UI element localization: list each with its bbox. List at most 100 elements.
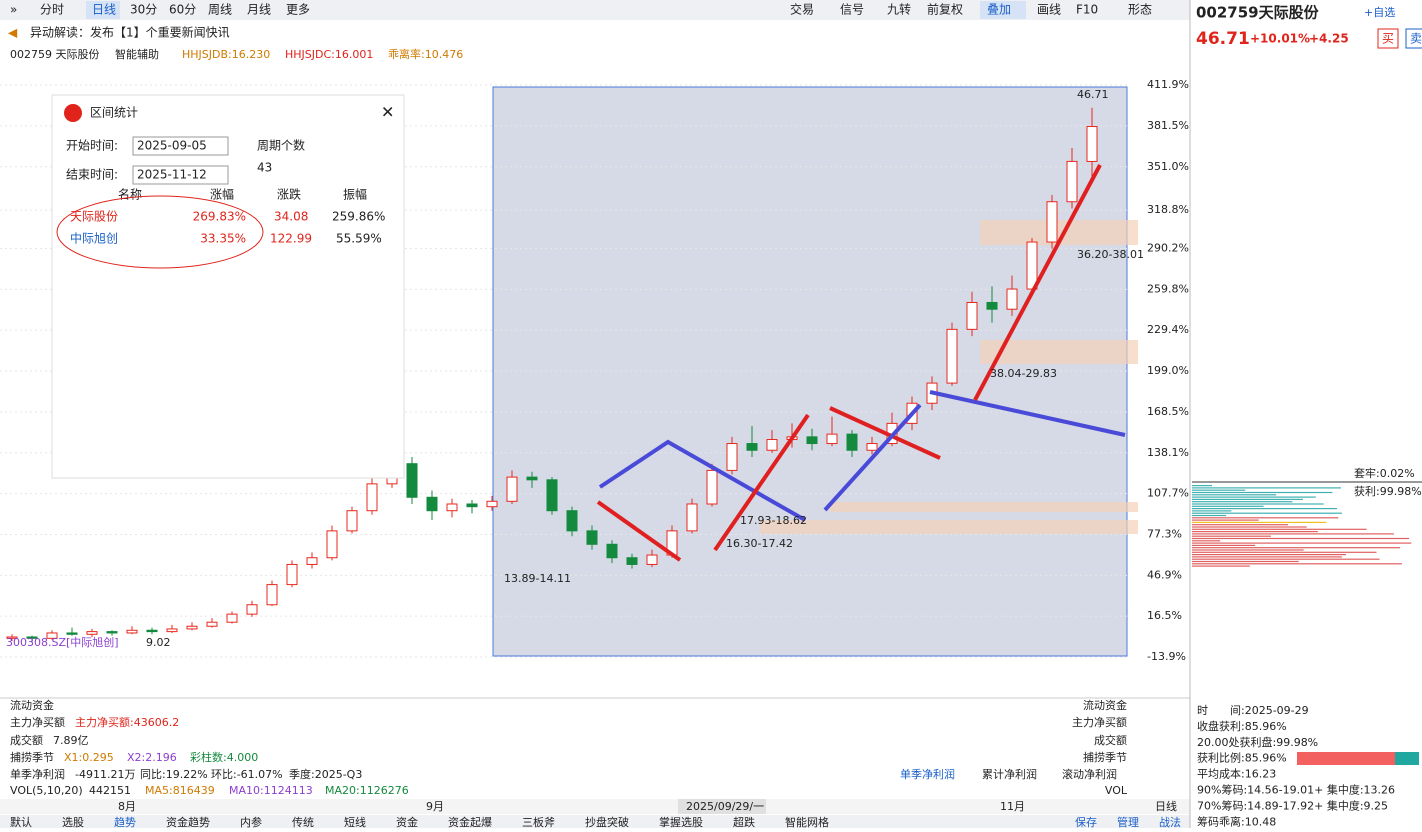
panel-value: MA10:1124113	[229, 784, 313, 797]
profit: 获利:99.98%	[1354, 485, 1422, 498]
sell[interactable]: 卖	[1410, 32, 1422, 46]
assist[interactable]: 智能辅助	[115, 47, 159, 61]
y-tick-label: 199.0%	[1147, 364, 1189, 377]
tool-btn[interactable]: 周线	[208, 3, 232, 17]
bottom-tab[interactable]: 三板斧	[522, 815, 555, 829]
pct: +10.01%	[1250, 32, 1310, 46]
ratio-bar	[1395, 752, 1419, 765]
bottom-tab[interactable]: 选股	[62, 816, 84, 829]
bottom-tab[interactable]: 趋势	[114, 816, 136, 829]
bottom-tab[interactable]: 抄盘突破	[585, 815, 629, 829]
tool-btn[interactable]: 交易	[790, 2, 814, 17]
bottom-tab[interactable]: 默认	[10, 816, 32, 829]
bottom-tab[interactable]: 战法	[1159, 815, 1181, 829]
chip-bar	[1192, 514, 1227, 517]
tool-btn[interactable]: 画线	[1037, 3, 1061, 17]
bottom-tab[interactable]: 管理	[1117, 815, 1139, 829]
candle-body	[226, 613, 238, 623]
tab-active	[980, 1, 1026, 19]
tool-btn[interactable]: 信号	[840, 3, 864, 17]
candle-body	[286, 563, 298, 586]
tool-btn[interactable]: 前复权	[927, 2, 963, 17]
bottom-tab[interactable]: 资金趋势	[166, 815, 210, 829]
bottom-tab[interactable]: 超跌	[733, 815, 755, 829]
tool-btn[interactable]: 月线	[247, 3, 271, 17]
buy-btn[interactable]	[1377, 28, 1399, 49]
tool-btn[interactable]: 九转	[887, 2, 911, 17]
bottom-tab[interactable]: 短线	[344, 815, 366, 829]
close[interactable]: ✕	[381, 103, 394, 122]
y-tick-label: -13.9%	[1147, 650, 1186, 663]
arrow	[713, 413, 810, 552]
arrow	[823, 403, 922, 512]
chip-bar	[1192, 485, 1212, 487]
label: 开始时间:	[66, 139, 118, 153]
candle-body	[46, 632, 58, 639]
candle-body	[486, 500, 498, 508]
candle-body	[546, 479, 558, 512]
input-value[interactable]: 2025-11-12	[137, 168, 207, 182]
chip-bar	[1192, 501, 1293, 503]
bottom-tab[interactable]: 资金起爆	[448, 815, 492, 829]
chip-bar	[1192, 510, 1232, 512]
bottom-tab[interactable]: 掌握选股	[659, 815, 703, 829]
input[interactable]	[132, 165, 229, 185]
tool-btn[interactable]: 更多	[286, 3, 310, 17]
panel-value: X1:0.295	[64, 751, 114, 764]
info-line: 90%筹码:14.56-19.01+ 集中度:13.26	[1197, 783, 1395, 797]
tool-btn[interactable]: 60分	[169, 3, 196, 17]
x-axis-bar	[0, 799, 1190, 814]
tool-btn[interactable]: 叠加	[987, 3, 1011, 17]
col-header: 名称	[118, 187, 142, 202]
y-tick-label: 351.0%	[1147, 160, 1189, 173]
sell-btn[interactable]	[1405, 28, 1422, 49]
cell: 122.99	[270, 232, 312, 246]
bottom-tab[interactable]: 智能网格	[785, 815, 829, 829]
y-tick-label: 168.5%	[1147, 405, 1189, 418]
chip-bar	[1192, 508, 1337, 510]
panel-tab[interactable]: 累计净利润	[982, 767, 1037, 781]
candle-body	[766, 439, 778, 451]
panel-value: 同比:19.22%	[140, 768, 208, 781]
y-tick-label: 107.7%	[1147, 487, 1189, 500]
candle-body	[146, 629, 158, 633]
candle-body	[1046, 201, 1058, 243]
panel-tab[interactable]: 滚动净利润	[1062, 767, 1117, 781]
arrow	[973, 164, 1102, 401]
info-line: 平均成本:16.23	[1197, 767, 1276, 781]
candle-body	[266, 584, 278, 606]
panel-label: 流动资金	[10, 698, 54, 712]
input-value[interactable]: 2025-09-05	[137, 139, 207, 153]
bottom-tab[interactable]: 保存	[1075, 815, 1097, 829]
period[interactable]: 日线	[1155, 799, 1177, 813]
bottom-tab[interactable]: 资金	[396, 815, 418, 829]
news[interactable]: 异动解读：发布【1】个重要新闻快讯	[30, 25, 230, 40]
chip-bar	[1192, 565, 1250, 567]
chip-bar	[1192, 560, 1299, 563]
tool-btn[interactable]: 形态	[1128, 3, 1152, 17]
chip-bar	[1192, 496, 1316, 498]
cursor-date-bg	[678, 799, 766, 814]
candle-body	[1066, 160, 1078, 203]
bottom-tab[interactable]: 传统	[292, 816, 314, 829]
arrows	[596, 164, 1126, 562]
panel-value: 彩柱数:4.000	[190, 750, 258, 764]
col-header: 振幅	[343, 187, 367, 202]
arrow	[829, 406, 941, 460]
watch[interactable]: +自选	[1364, 6, 1395, 19]
tool-btn[interactable]: 日线	[92, 3, 116, 17]
buy[interactable]: 买	[1382, 32, 1394, 46]
panel-value: -4911.21万	[75, 768, 135, 781]
bottom-tab[interactable]: 内参	[240, 815, 262, 829]
input[interactable]	[132, 136, 229, 156]
tool-btn[interactable]: 分时	[40, 3, 64, 17]
stats-panel	[51, 94, 405, 479]
panel-tab[interactable]: 单季净利润	[900, 767, 955, 781]
tool-btn[interactable]: 30分	[130, 3, 157, 17]
chip-bar	[1192, 521, 1327, 523]
candle-body	[426, 496, 438, 512]
tool-btn[interactable]: F10	[1076, 3, 1098, 17]
panel-label: 主力净买额	[10, 715, 65, 729]
candle-body	[126, 629, 138, 634]
panel-label: 成交额	[10, 733, 43, 747]
